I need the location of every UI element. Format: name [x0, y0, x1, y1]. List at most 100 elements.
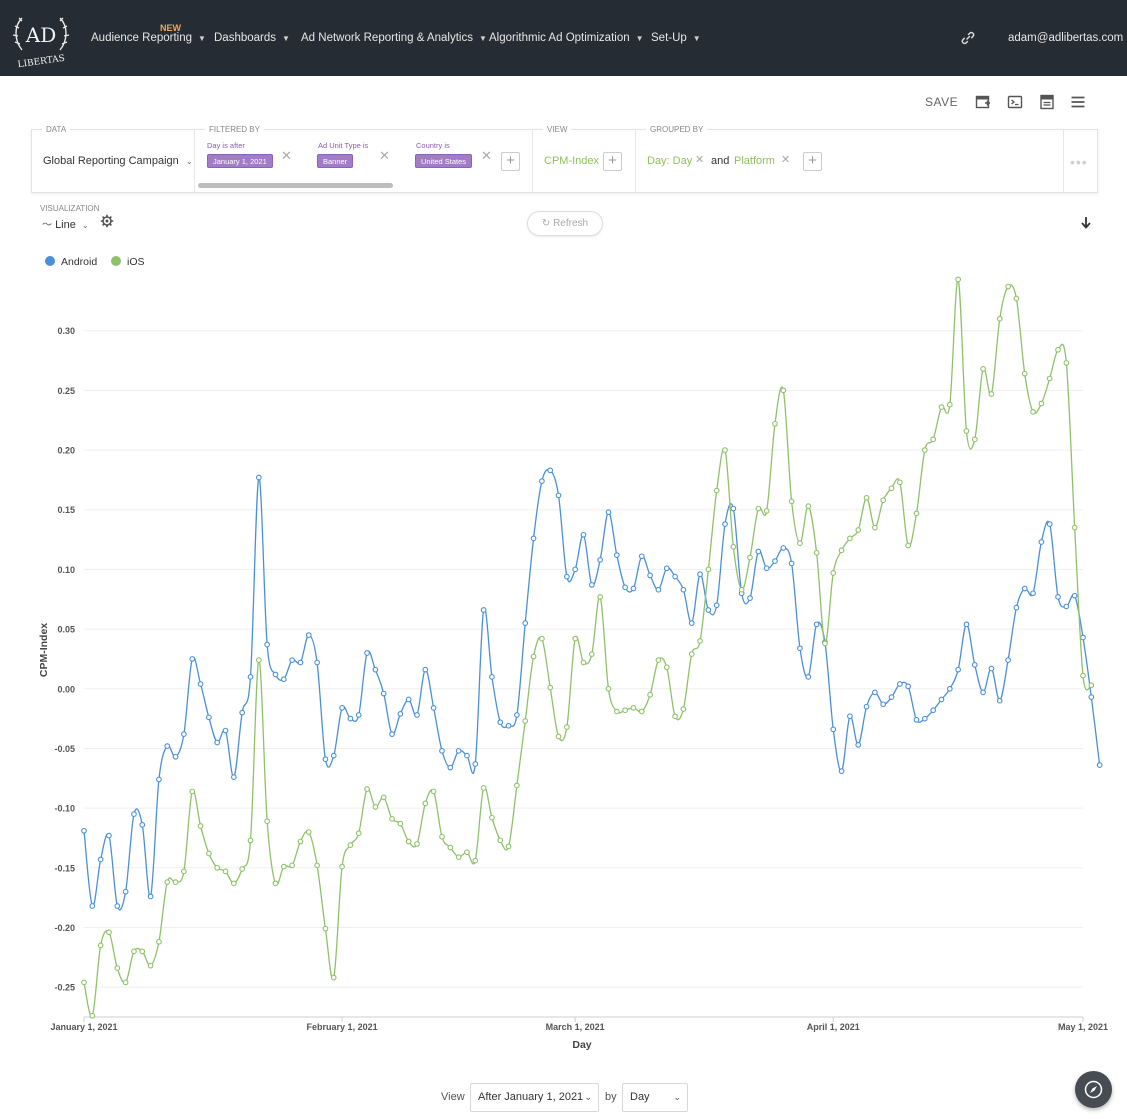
data-point-android [1021, 585, 1028, 592]
gear-icon[interactable] [100, 214, 114, 228]
nav-label: Audience Reporting [91, 32, 193, 44]
data-point-android [480, 607, 487, 613]
data-point-ios [289, 862, 295, 869]
remove-group-day-icon[interactable]: ✕ [695, 154, 705, 166]
legend-item-ios[interactable]: iOS [111, 256, 145, 268]
data-source-select[interactable]: Global Reporting Campaign ⌄ [43, 155, 193, 167]
data-point-android [946, 685, 953, 692]
nav-label: Ad Network Reporting & Analytics [301, 32, 473, 44]
report-icon[interactable] [1039, 94, 1055, 110]
query-bar: DATA Global Reporting Campaign ⌄ FILTERE… [31, 125, 1098, 193]
data-point-ios [472, 857, 479, 864]
data-point-android [464, 752, 470, 759]
data-point-ios [430, 788, 437, 795]
explore-button[interactable] [1075, 1071, 1112, 1108]
data-point-ios [688, 651, 695, 658]
data-point-android [264, 641, 271, 648]
chevron-down-icon: ▼ [635, 34, 644, 43]
chevron-down-icon: ⌄ [185, 157, 193, 166]
data-point-ios [522, 718, 529, 724]
chart-grid [84, 330, 1083, 988]
chevron-down-icon: ⌄ [673, 1092, 681, 1102]
data-point-ios [189, 788, 196, 795]
group-platform-chip[interactable]: Platform [734, 155, 775, 167]
data-point-ios [322, 925, 329, 932]
filter-country-label: Country is [416, 141, 450, 150]
data-point-android [772, 558, 778, 564]
nav-set-up[interactable]: Set-Up ▼ [651, 32, 701, 44]
adlibertas-logo[interactable]: AD LIBERTAS [10, 10, 72, 70]
data-point-android [139, 821, 146, 828]
data-point-android [747, 595, 753, 601]
link-icon[interactable] [960, 30, 976, 46]
data-point-android [1063, 603, 1070, 610]
legend-item-android[interactable]: Android [45, 256, 97, 268]
data-point-android [1046, 521, 1053, 527]
data-point-ios [705, 566, 712, 573]
more-options-icon[interactable]: ••• [1070, 154, 1088, 170]
view-metric[interactable]: CPM-Index [544, 155, 600, 167]
date-range-select[interactable]: After January 1, 2021 ⌄ [470, 1083, 599, 1112]
data-point-ios [830, 570, 837, 576]
download-icon[interactable] [1079, 215, 1093, 231]
remove-filter-country-icon[interactable]: ✕ [481, 148, 492, 163]
data-point-ios [355, 830, 362, 837]
refresh-label: Refresh [553, 218, 589, 229]
data-point-ios [305, 829, 312, 835]
data-point-android [555, 492, 562, 499]
data-point-android [355, 712, 362, 718]
filter-ad-unit-chip[interactable]: Banner [317, 154, 354, 168]
data-point-android [971, 662, 978, 668]
y-tick-label: -0.15 [54, 863, 75, 873]
nav-dashboards[interactable]: Dashboards ▼ [214, 32, 290, 44]
menu-icon[interactable] [1070, 94, 1086, 110]
y-tick-label: 0.30 [57, 326, 75, 336]
chevron-down-icon: ⌄ [81, 221, 89, 230]
by-label: by [605, 1091, 617, 1103]
remove-group-platform-icon[interactable]: ✕ [781, 154, 791, 166]
data-point-ios [497, 837, 504, 844]
nav-ad-network-reporting[interactable]: Ad Network Reporting & Analytics ▼ [301, 32, 487, 44]
data-point-ios [380, 794, 387, 801]
data-point-ios [655, 657, 662, 663]
data-point-android [763, 565, 770, 572]
data-point-android [563, 573, 570, 580]
y-tick-label: 0.20 [57, 446, 75, 456]
granularity-select[interactable]: Day ⌄ [622, 1083, 688, 1112]
save-button[interactable]: SAVE [925, 95, 959, 109]
refresh-button[interactable]: ↻ Refresh [527, 211, 603, 236]
x-tick-label: March 1, 2021 [546, 1022, 605, 1032]
data-point-android [913, 716, 920, 723]
filter-country-chip[interactable]: United States [415, 154, 473, 168]
data-point-android [1080, 634, 1086, 641]
data-point-android [89, 903, 96, 909]
data-point-ios [605, 685, 612, 692]
data-point-ios [971, 436, 978, 443]
group-day-chip[interactable]: Day: Day [647, 155, 693, 167]
user-menu[interactable]: adam@adlibertas.com▼ [1008, 32, 1127, 44]
add-group-button[interactable]: + [803, 152, 822, 171]
data-point-ios [847, 535, 853, 542]
add-filter-button[interactable]: + [501, 152, 520, 171]
data-point-ios [147, 962, 154, 969]
add-dashboard-icon[interactable] [975, 94, 991, 110]
remove-filter-ad-unit-icon[interactable]: ✕ [379, 148, 390, 163]
filter-day-chip[interactable]: January 1, 2021 [207, 154, 273, 168]
x-axis: January 1, 2021 February 1, 2021 March 1, … [50, 1016, 1108, 1032]
filters-scrollbar[interactable] [198, 183, 393, 188]
nav-audience-reporting[interactable]: Audience Reporting ▼ [91, 32, 206, 44]
data-point-ios [422, 800, 429, 807]
data-point-ios [780, 387, 787, 394]
embed-icon[interactable] [1007, 94, 1023, 110]
add-metric-button[interactable]: + [603, 152, 622, 171]
data-point-android [131, 811, 137, 817]
data-point-ios [255, 657, 262, 663]
nav-algorithmic-ad-optimization[interactable]: Algorithmic Ad Optimization ▼ [489, 32, 644, 44]
chart-series [81, 276, 1103, 1019]
remove-filter-day-icon[interactable]: ✕ [281, 148, 292, 163]
data-point-android [455, 747, 462, 754]
visualization-type-select[interactable]: 〜 Line ⌄ [42, 216, 89, 231]
data-point-android [930, 707, 937, 714]
data-point-android [872, 689, 878, 696]
chevron-down-icon: ▼ [282, 34, 290, 43]
